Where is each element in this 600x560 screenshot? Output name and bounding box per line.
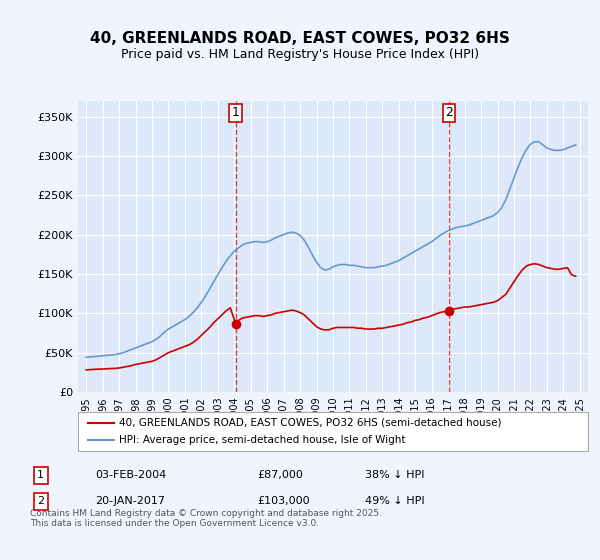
Text: £87,000: £87,000 (257, 470, 302, 480)
Text: 03-FEB-2004: 03-FEB-2004 (95, 470, 166, 480)
Text: 2: 2 (445, 106, 453, 119)
Text: 1: 1 (232, 106, 240, 119)
Text: Price paid vs. HM Land Registry's House Price Index (HPI): Price paid vs. HM Land Registry's House … (121, 48, 479, 60)
Text: 49% ↓ HPI: 49% ↓ HPI (365, 496, 424, 506)
Text: 1: 1 (37, 470, 44, 480)
Text: £103,000: £103,000 (257, 496, 310, 506)
Text: 20-JAN-2017: 20-JAN-2017 (95, 496, 165, 506)
Text: 40, GREENLANDS ROAD, EAST COWES, PO32 6HS: 40, GREENLANDS ROAD, EAST COWES, PO32 6H… (90, 31, 510, 46)
Text: 2: 2 (37, 496, 44, 506)
Text: 38% ↓ HPI: 38% ↓ HPI (365, 470, 424, 480)
Text: 40, GREENLANDS ROAD, EAST COWES, PO32 6HS (semi-detached house): 40, GREENLANDS ROAD, EAST COWES, PO32 6H… (119, 418, 502, 428)
FancyBboxPatch shape (78, 412, 588, 451)
Text: HPI: Average price, semi-detached house, Isle of Wight: HPI: Average price, semi-detached house,… (119, 435, 406, 445)
Text: Contains HM Land Registry data © Crown copyright and database right 2025.
This d: Contains HM Land Registry data © Crown c… (30, 509, 382, 529)
